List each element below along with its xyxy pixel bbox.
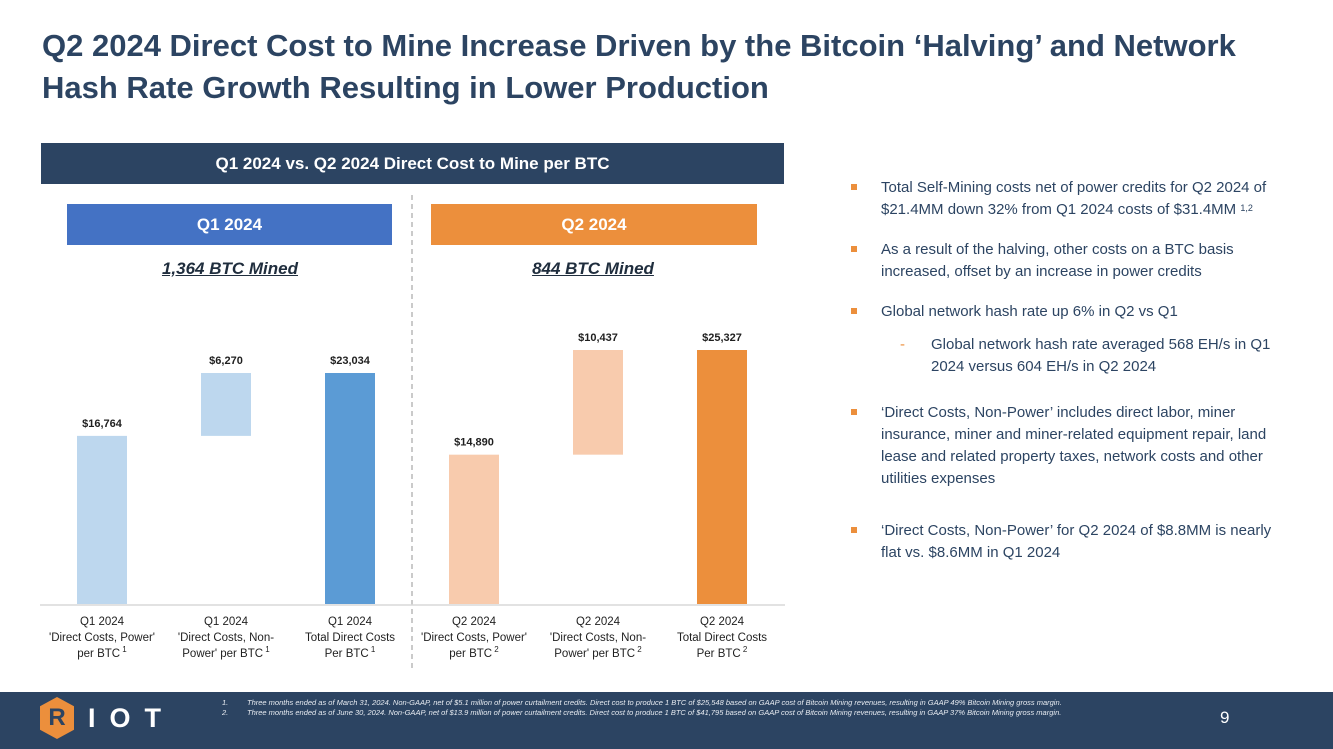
category-label: Q2 2024 [452, 616, 497, 628]
bullet-text: Global network hash rate up 6% in Q2 vs … [881, 303, 1178, 320]
footnote: 2. Three months ended as of June 30, 2024… [222, 708, 1182, 718]
data-label: $25,327 [702, 332, 742, 344]
category-label: Per BTC 2 [697, 645, 748, 660]
data-label: $6,270 [209, 355, 243, 367]
bar-power [77, 435, 127, 604]
bar-nonpower [201, 373, 251, 436]
bullet: ‘Direct Costs, Non-Power’ for Q2 2024 of… [850, 520, 1290, 564]
category-label: Power' per BTC 2 [554, 645, 642, 660]
q2-panel-header: Q2 2024 [431, 204, 757, 245]
category-label: 'Direct Costs, Non- [178, 632, 274, 644]
bar-total [325, 373, 375, 604]
category-label: Q2 2024 [576, 616, 621, 628]
bullet-text: Global network hash rate averaged 568 EH… [931, 336, 1271, 375]
category-label: Q1 2024 [328, 616, 373, 628]
q2-btc-mined: 844 BTC Mined [532, 259, 654, 278]
data-label: $14,890 [454, 437, 494, 449]
category-label: Per BTC 1 [325, 645, 376, 660]
bullet: As a result of the halving, other costs … [850, 239, 1290, 283]
commentary-bullets: Total Self-Mining costs net of power cre… [850, 177, 1290, 582]
q1-btc-mined: 1,364 BTC Mined [161, 259, 299, 278]
footnote-text: Three months ended as of March 31, 2024.… [247, 698, 1062, 707]
footnote-ref: 1,2 [1240, 203, 1253, 213]
q1-panel-header: Q1 2024 [67, 204, 392, 245]
category-label: per BTC 1 [77, 645, 127, 660]
bar-nonpower [573, 350, 623, 455]
logo-hex-icon: R [40, 697, 74, 739]
footnote-number: 2. [222, 708, 229, 717]
category-label: per BTC 2 [449, 645, 499, 660]
bullet: Total Self-Mining costs net of power cre… [850, 177, 1290, 221]
sub-bullet: Global network hash rate averaged 568 EH… [850, 334, 1290, 378]
slide-title: Q2 2024 Direct Cost to Mine Increase Dri… [42, 28, 1236, 105]
data-label: $23,034 [330, 355, 371, 367]
category-label: Q1 2024 [204, 616, 249, 628]
bullet: Global network hash rate up 6% in Q2 vs … [850, 301, 1290, 323]
footnotes: 1. Three months ended as of March 31, 202… [222, 698, 1182, 718]
footnote: 1. Three months ended as of March 31, 202… [222, 698, 1182, 708]
category-label: Q2 2024 [700, 616, 745, 628]
category-label: 'Direct Costs, Power' [421, 632, 527, 644]
category-label: 'Direct Costs, Non- [550, 632, 646, 644]
page-number: 9 [1220, 708, 1230, 727]
bullet-text: As a result of the halving, other costs … [881, 241, 1234, 280]
bullet: ‘Direct Costs, Non-Power’ includes direc… [850, 402, 1290, 490]
category-label: Total Direct Costs [677, 632, 767, 644]
logo-text: IOT [88, 702, 175, 733]
category-label: Total Direct Costs [305, 632, 395, 644]
category-label: Power' per BTC 1 [182, 645, 270, 660]
footer: R IOT 1. Three months ended as of March 3… [0, 692, 1333, 749]
chart-title: Q1 2024 vs. Q2 2024 Direct Cost to Mine … [41, 143, 784, 184]
footnote-text: Three months ended as of June 30, 2024. … [247, 708, 1062, 717]
bar-power [449, 454, 499, 604]
data-label: $10,437 [578, 332, 618, 344]
bullet-text: ‘Direct Costs, Non-Power’ includes direc… [881, 404, 1267, 487]
bullet-text: ‘Direct Costs, Non-Power’ for Q2 2024 of… [881, 522, 1272, 561]
category-label: Q1 2024 [80, 616, 125, 628]
footnote-number: 1. [222, 698, 229, 707]
data-label: $16,764 [82, 418, 123, 430]
bar-total [697, 350, 747, 604]
bullet-text: Total Self-Mining costs net of power cre… [881, 179, 1267, 218]
riot-logo: R IOT [40, 697, 175, 739]
category-label: 'Direct Costs, Power' [49, 632, 155, 644]
